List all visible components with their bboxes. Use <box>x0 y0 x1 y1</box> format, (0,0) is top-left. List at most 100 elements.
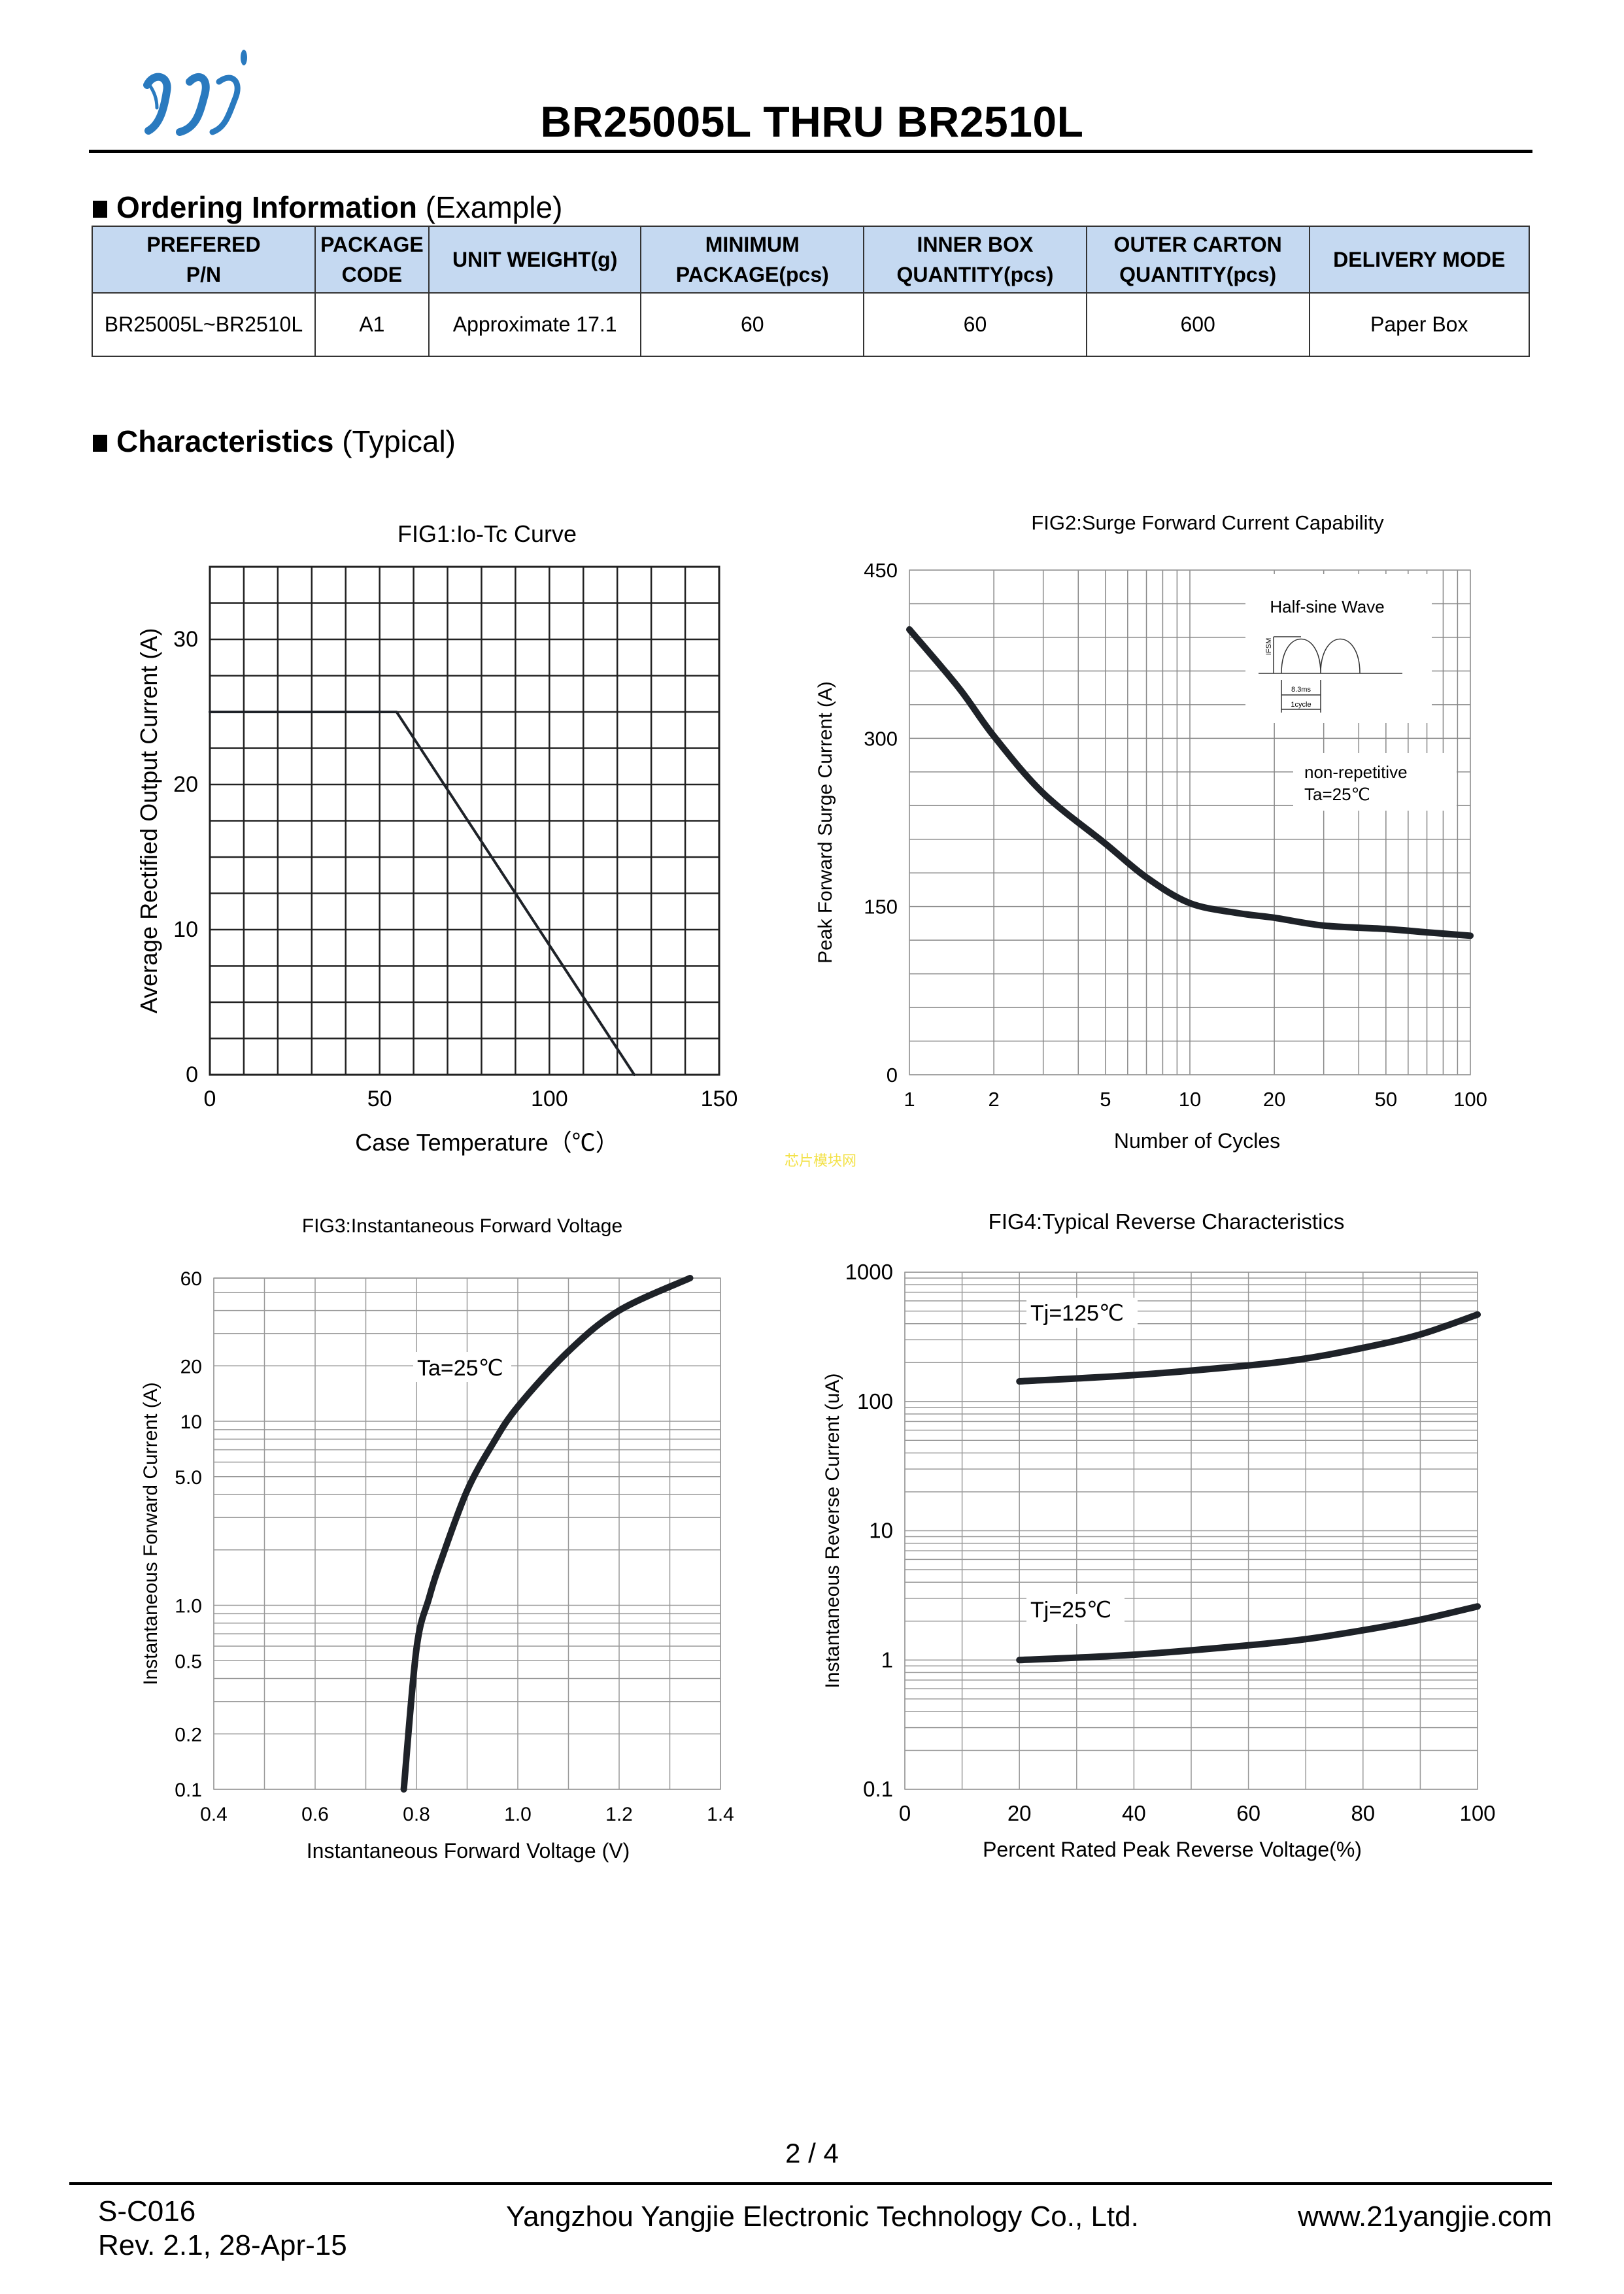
y-tick-label: 10 <box>173 917 198 942</box>
column-header: INNER BOX QUANTITY(pcs) <box>863 226 1087 294</box>
x-tick-label: 50 <box>367 1087 392 1111</box>
chart-fig2: FIG2:Surge Forward Current Capability Num… <box>815 511 1487 1153</box>
annotation-background <box>413 1352 511 1382</box>
inset-cycle-label: 1cycle <box>1291 701 1311 709</box>
y-tick-label: 10 <box>869 1519 893 1543</box>
chart-title: FIG2:Surge Forward Current Capability <box>1031 511 1384 534</box>
ordering-heading: Ordering Information (Example) <box>93 190 562 225</box>
chart-fig3: FIG3:Instantaneous Forward Voltage Instan… <box>140 1215 734 1863</box>
plot-frame <box>209 565 720 1076</box>
y-axis-label: Peak Forward Surge Current (A) <box>815 681 836 964</box>
series-line-1 <box>209 711 636 1076</box>
y-tick-label: 5.0 <box>175 1467 202 1489</box>
series-line-2 <box>1016 1603 1481 1664</box>
table-cell: BR25005L~BR2510L <box>92 292 316 357</box>
x-tick-label: 100 <box>1453 1088 1487 1111</box>
series-line-1 <box>1016 1311 1481 1385</box>
inset-ifsm-label: IFSM <box>1265 638 1273 655</box>
header-divider <box>89 150 1532 153</box>
company-name: Yangzhou Yangjie Electronic Technology C… <box>506 2201 1139 2233</box>
table-cell: Approximate 17.1 <box>428 292 642 357</box>
x-tick-label: 60 <box>1236 1801 1260 1825</box>
annotation-background <box>1026 1594 1125 1624</box>
ordering-table: PREFERED P/N PACKAGE CODE UNIT WEIGHT(g)… <box>92 226 1530 357</box>
y-tick-label: 150 <box>864 896 898 919</box>
y-tick-label: 300 <box>864 727 898 750</box>
x-tick-label: 80 <box>1351 1801 1375 1825</box>
inset-period-label: 8.3ms <box>1291 686 1311 694</box>
x-tick-label: 150 <box>701 1087 738 1111</box>
y-tick-label: 450 <box>864 559 898 582</box>
x-tick-label: 0 <box>899 1801 911 1825</box>
plot-frame <box>213 1277 721 1790</box>
y-tick-label: 0 <box>887 1064 898 1087</box>
company-logo <box>143 50 247 136</box>
characteristics-heading: Characteristics (Typical) <box>93 424 456 459</box>
document-code: S-C016 <box>98 2195 196 2227</box>
y-tick-label: 1.0 <box>175 1596 202 1617</box>
y-tick-label: 1 <box>881 1647 893 1672</box>
y-tick-label: 30 <box>173 627 198 652</box>
x-tick-label: 0 <box>204 1087 216 1111</box>
chart-fig4: FIG4:Typical Reverse Characteristics Perc… <box>822 1209 1496 1861</box>
y-axis-label: Instantaneous Forward Current (A) <box>140 1382 161 1685</box>
table-header-row: PREFERED P/N PACKAGE CODE UNIT WEIGHT(g)… <box>92 226 1530 294</box>
x-tick-label: 5 <box>1100 1088 1111 1111</box>
x-axis-label: Percent Rated Peak Reverse Voltage(%) <box>983 1838 1362 1861</box>
x-tick-label: 1.2 <box>605 1804 633 1825</box>
table-cell: 60 <box>863 292 1087 357</box>
series-line-1 <box>400 1275 694 1793</box>
chart-title: FIG4:Typical Reverse Characteristics <box>989 1209 1345 1234</box>
x-tick-label: 20 <box>1263 1088 1285 1111</box>
x-tick-label: 0.6 <box>301 1804 329 1825</box>
inset-background <box>1245 574 1432 723</box>
x-tick-label: 20 <box>1007 1801 1032 1825</box>
table-row: BR25005L~BR2510L A1 Approximate 17.1 60 … <box>92 292 1530 357</box>
annotation-temperature: Ta=25℃ <box>1304 784 1370 804</box>
y-tick-label: 10 <box>180 1411 202 1433</box>
annotation-non-repetitive: non-repetitive <box>1304 762 1408 782</box>
y-tick-label: 0.1 <box>175 1780 202 1801</box>
y-tick-label: 20 <box>173 772 198 797</box>
x-tick-label: 100 <box>1459 1801 1495 1825</box>
y-tick-label: 0.2 <box>175 1724 202 1746</box>
inset-title: Half-sine Wave <box>1270 597 1384 616</box>
table-cell: A1 <box>314 292 430 357</box>
y-axis-label: Average Rectified Output Current (A) <box>135 628 162 1014</box>
plot-frame <box>909 569 1471 1075</box>
ordering-heading-note: (Example) <box>425 190 563 224</box>
website-link[interactable]: www.21yangjie.com <box>1298 2201 1552 2233</box>
x-axis-label: Number of Cycles <box>1114 1129 1280 1153</box>
x-tick-label: 50 <box>1375 1088 1397 1111</box>
x-axis-label: Instantaneous Forward Voltage (V) <box>307 1839 630 1863</box>
column-header: MINIMUM PACKAGE(pcs) <box>640 226 865 294</box>
bullet-square-icon <box>93 201 107 218</box>
annotation-background <box>1293 753 1457 811</box>
y-axis-label: Instantaneous Reverse Current (uA) <box>822 1374 843 1689</box>
page-number: 2 / 4 <box>785 2138 839 2168</box>
x-tick-label: 0.4 <box>200 1804 228 1825</box>
x-tick-label: 40 <box>1122 1801 1146 1825</box>
y-tick-label: 60 <box>180 1268 202 1290</box>
x-tick-label: 1 <box>904 1088 915 1111</box>
table-cell: 600 <box>1085 292 1310 357</box>
y-tick-label: 100 <box>857 1389 893 1413</box>
ordering-heading-text: Ordering Information <box>116 190 417 224</box>
column-header: UNIT WEIGHT(g) <box>428 226 642 294</box>
series-line-1 <box>906 626 1474 939</box>
series-label-tj25: Tj=25℃ <box>1030 1598 1111 1623</box>
characteristics-heading-note: (Typical) <box>342 424 456 458</box>
y-tick-label: 1000 <box>845 1260 893 1284</box>
y-tick-label: 0.1 <box>863 1777 893 1801</box>
x-axis-label: Case Temperature（℃） <box>355 1129 619 1156</box>
x-tick-label: 100 <box>531 1087 568 1111</box>
x-tick-label: 1.0 <box>504 1804 532 1825</box>
annotation-background <box>1026 1298 1138 1328</box>
chart-title: FIG3:Instantaneous Forward Voltage <box>302 1215 622 1237</box>
column-header: OUTER CARTON QUANTITY(pcs) <box>1085 226 1310 294</box>
series-label-tj125: Tj=125℃ <box>1030 1301 1124 1326</box>
footer-divider <box>69 2182 1552 2185</box>
revision-date: Rev. 2.1, 28-Apr-15 <box>98 2229 347 2261</box>
x-tick-label: 10 <box>1179 1088 1201 1111</box>
